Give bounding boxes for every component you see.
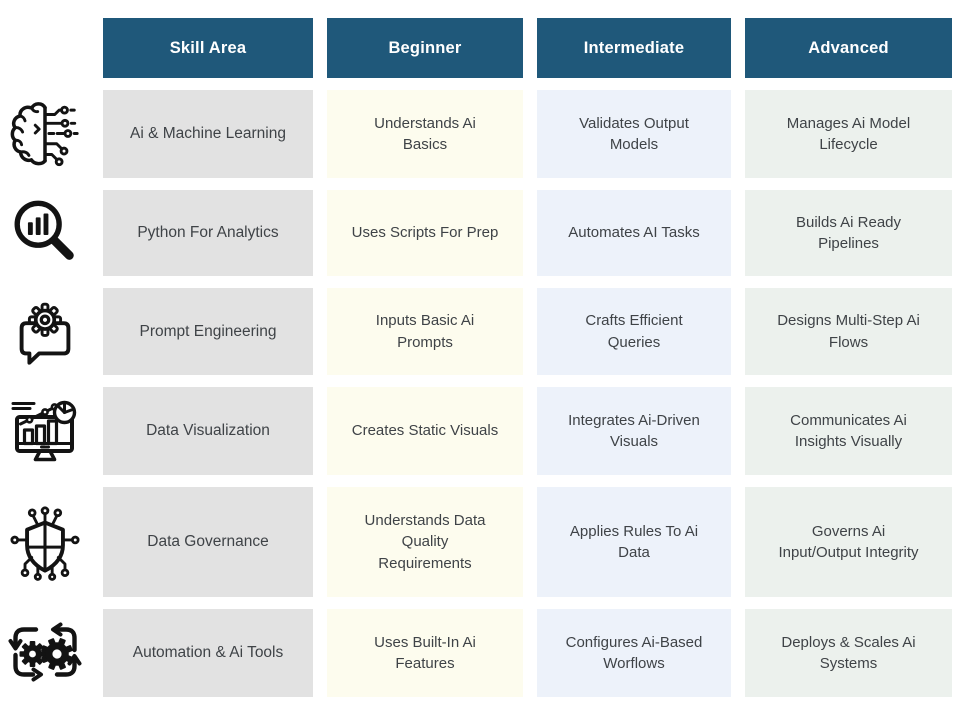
advanced-cell: Deploys & Scales Ai Systems: [745, 609, 952, 697]
intermediate-cell: Configures Ai-Based Worflows: [537, 609, 731, 697]
beginner-cell: Understands Data Quality Requirements: [327, 487, 523, 597]
magnifier-chart-icon: [0, 190, 89, 276]
advanced-cell: Manages Ai Model Lifecycle: [745, 90, 952, 178]
beginner-cell: Understands Ai Basics: [327, 90, 523, 178]
shield-network-icon: [0, 487, 89, 597]
chat-gear-icon: [0, 288, 89, 375]
intermediate-cell: Validates Output Models: [537, 90, 731, 178]
brain-circuit-icon: [0, 90, 89, 178]
column-header-beginner: Beginner: [327, 18, 523, 78]
advanced-cell: Builds Ai Ready Pipelines: [745, 190, 952, 276]
skill-area-cell: Prompt Engineering: [103, 288, 313, 375]
advanced-cell: Designs Multi-Step Ai Flows: [745, 288, 952, 375]
intermediate-cell: Crafts Efficient Queries: [537, 288, 731, 375]
beginner-cell: Uses Scripts For Prep: [327, 190, 523, 276]
intermediate-cell: Automates AI Tasks: [537, 190, 731, 276]
skill-area-cell: Python For Analytics: [103, 190, 313, 276]
skill-area-cell: Data Governance: [103, 487, 313, 597]
corner-spacer: [0, 18, 89, 78]
column-header-skill-area: Skill Area: [103, 18, 313, 78]
intermediate-cell: Integrates Ai-Driven Visuals: [537, 387, 731, 475]
skill-area-cell: Data Visualization: [103, 387, 313, 475]
advanced-cell: Communicates Ai Insights Visually: [745, 387, 952, 475]
intermediate-cell: Applies Rules To Ai Data: [537, 487, 731, 597]
skill-area-cell: Ai & Machine Learning: [103, 90, 313, 178]
column-header-intermediate: Intermediate: [537, 18, 731, 78]
beginner-cell: Uses Built-In Ai Features: [327, 609, 523, 697]
beginner-cell: Creates Static Visuals: [327, 387, 523, 475]
monitor-analytics-icon: [0, 387, 89, 475]
gears-cycle-icon: [0, 609, 89, 697]
beginner-cell: Inputs Basic Ai Prompts: [327, 288, 523, 375]
column-header-advanced: Advanced: [745, 18, 952, 78]
advanced-cell: Governs Ai Input/Output Integrity: [745, 487, 952, 597]
skill-area-cell: Automation & Ai Tools: [103, 609, 313, 697]
